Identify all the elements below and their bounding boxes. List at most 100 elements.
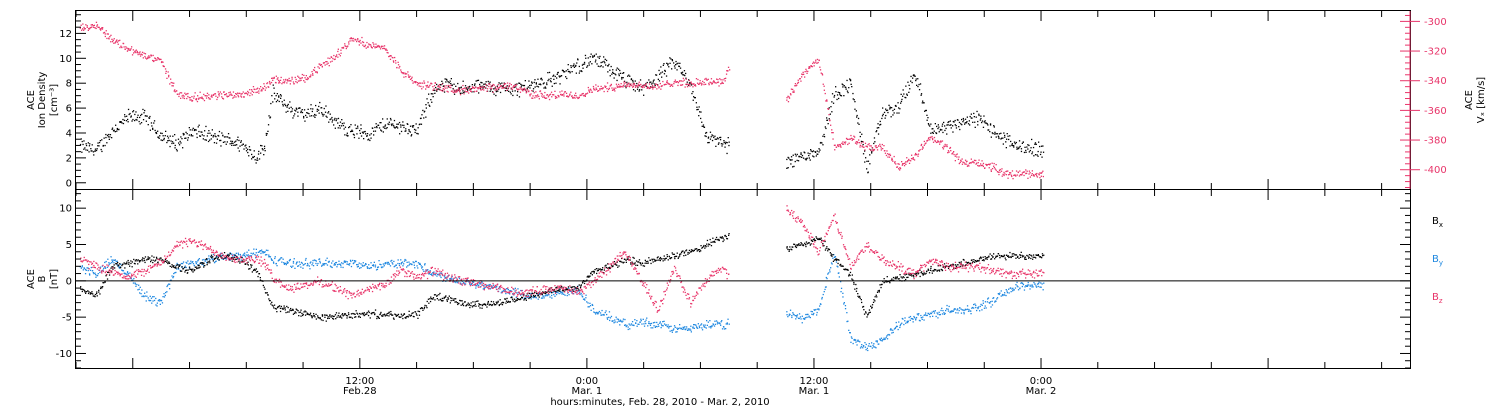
ion-density-point bbox=[880, 123, 882, 126]
ion-density-point bbox=[462, 90, 464, 92]
bx-point bbox=[659, 259, 661, 262]
vx-point bbox=[496, 89, 498, 91]
by-point bbox=[433, 271, 435, 273]
ion-density-point bbox=[165, 130, 167, 132]
by-point bbox=[582, 298, 585, 300]
by-point bbox=[646, 317, 648, 319]
ion-density-point bbox=[981, 121, 983, 124]
vx-point bbox=[814, 62, 816, 64]
vx-point bbox=[345, 45, 347, 47]
ion-density-point bbox=[140, 122, 143, 124]
vx-point bbox=[637, 84, 640, 86]
vx-point bbox=[447, 91, 449, 93]
ion-density-point bbox=[849, 78, 851, 80]
vx-point bbox=[384, 48, 386, 50]
vx-point bbox=[349, 40, 351, 42]
by-point bbox=[973, 303, 975, 306]
by-point bbox=[388, 263, 390, 265]
vx-point bbox=[947, 150, 950, 152]
vx-point bbox=[588, 90, 590, 92]
vx-point bbox=[679, 84, 682, 86]
ion-density-point bbox=[994, 133, 996, 135]
ion-density-point bbox=[574, 65, 577, 67]
vx-point bbox=[596, 88, 598, 91]
ion-density-point bbox=[436, 83, 438, 86]
ion-density-point bbox=[307, 108, 309, 110]
ion-density-point bbox=[877, 133, 880, 135]
by-point bbox=[144, 295, 146, 297]
bx-point bbox=[194, 266, 196, 268]
by-point bbox=[250, 255, 253, 257]
by-point bbox=[160, 300, 163, 302]
by-point bbox=[703, 326, 705, 328]
by-point bbox=[464, 283, 467, 285]
ion-density-point bbox=[142, 108, 144, 111]
by-point bbox=[940, 309, 942, 312]
ion-density-point bbox=[954, 119, 956, 122]
ion-density-point bbox=[618, 73, 620, 75]
bx-point bbox=[115, 262, 117, 265]
by-point bbox=[338, 263, 340, 265]
by-point bbox=[306, 265, 308, 267]
bx-point bbox=[515, 300, 517, 302]
vx-point bbox=[812, 61, 815, 63]
bx-point bbox=[371, 312, 373, 314]
by-point bbox=[414, 267, 416, 269]
ion-density-point bbox=[1027, 144, 1029, 146]
ion-density-point bbox=[1023, 151, 1026, 154]
ion-density-point bbox=[849, 79, 852, 81]
ion-density-point bbox=[866, 168, 868, 170]
vx-point bbox=[89, 27, 91, 29]
bx-point bbox=[388, 315, 390, 317]
vx-point bbox=[263, 83, 265, 85]
vx-point bbox=[632, 85, 635, 88]
bx-point bbox=[404, 317, 406, 319]
ion-density-point bbox=[859, 135, 861, 138]
by-point bbox=[855, 341, 857, 343]
bx-point bbox=[609, 266, 611, 269]
ion-density-point bbox=[531, 82, 533, 84]
vx-point bbox=[797, 79, 799, 81]
by-point bbox=[870, 345, 872, 348]
bx-point bbox=[567, 288, 569, 291]
vx-point bbox=[981, 160, 983, 162]
vx-point bbox=[99, 28, 101, 30]
bx-point bbox=[134, 263, 136, 265]
by-point bbox=[550, 291, 552, 294]
by-point bbox=[404, 258, 406, 261]
vx-point bbox=[495, 88, 498, 90]
vx-point bbox=[486, 90, 488, 92]
ion-density-point bbox=[586, 65, 589, 67]
vx-point bbox=[120, 45, 122, 47]
vx-point bbox=[513, 85, 515, 87]
bx-point bbox=[227, 256, 230, 258]
ion-density-point bbox=[931, 128, 933, 130]
vx-point bbox=[91, 24, 93, 26]
by-point bbox=[926, 314, 928, 317]
by-point bbox=[927, 313, 929, 315]
ion-density-point bbox=[852, 98, 854, 100]
by-point bbox=[620, 320, 622, 322]
by-point bbox=[899, 326, 901, 329]
ion-density-point bbox=[162, 135, 164, 137]
ion-density-point bbox=[709, 131, 712, 133]
by-point bbox=[636, 325, 638, 327]
vx-point bbox=[676, 81, 679, 83]
vx-point bbox=[1026, 172, 1028, 174]
ion-density-point bbox=[161, 132, 163, 135]
by-point bbox=[965, 308, 967, 311]
vx-point bbox=[258, 90, 260, 92]
ion-density-point bbox=[822, 135, 824, 137]
by-point bbox=[561, 293, 563, 295]
vx-point bbox=[135, 51, 137, 54]
by-point bbox=[287, 262, 289, 264]
bx-point bbox=[144, 261, 146, 264]
by-point bbox=[864, 346, 866, 348]
ion-density-point bbox=[388, 121, 390, 123]
vx-point bbox=[626, 85, 628, 87]
vx-point bbox=[661, 85, 663, 87]
by-point bbox=[509, 293, 511, 295]
ion-density-point bbox=[524, 80, 526, 82]
ion-density-point bbox=[836, 98, 838, 101]
ion-density-point bbox=[360, 135, 363, 137]
